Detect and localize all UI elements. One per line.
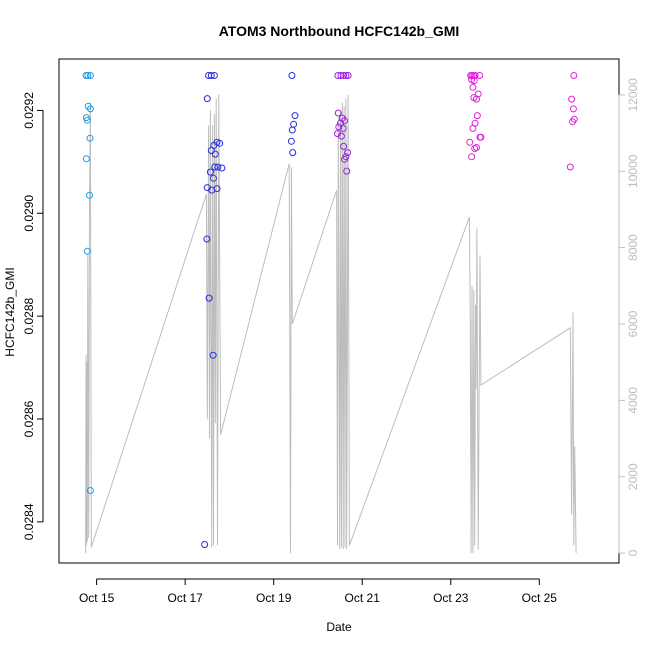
x-tick-label: Oct 17 (167, 591, 203, 605)
data-point (86, 487, 94, 494)
data-point (337, 72, 345, 79)
data-point (84, 72, 92, 79)
data-points (82, 72, 578, 548)
chart-title: ATOM3 Northbound HCFC142b_GMI (219, 23, 460, 39)
y2-tick-label: 0 (626, 549, 640, 556)
data-point (471, 72, 479, 79)
data-point (203, 95, 211, 103)
data-point (470, 94, 478, 102)
data-point (476, 72, 484, 79)
data-point (344, 149, 352, 157)
data-point (218, 164, 226, 172)
data-point (209, 351, 217, 359)
y-tick-label: 0.0292 (22, 92, 36, 129)
data-point (86, 105, 94, 113)
data-point (470, 77, 478, 85)
data-point (566, 163, 574, 171)
y2-tick-label: 4000 (626, 387, 640, 414)
data-point (477, 133, 485, 141)
data-point (83, 247, 91, 255)
data-point (469, 83, 477, 91)
x-tick-label: Oct 21 (345, 591, 381, 605)
x-tick-label: Oct 15 (79, 591, 115, 605)
y2-tick-label: 6000 (626, 310, 640, 337)
data-point (86, 134, 94, 142)
data-point (337, 132, 345, 140)
data-point (466, 138, 474, 146)
data-point (343, 167, 351, 175)
y2-tick-label: 2000 (626, 463, 640, 490)
data-point (86, 72, 94, 79)
data-point (340, 72, 348, 79)
data-point (211, 163, 219, 171)
data-point (340, 142, 348, 150)
data-point (287, 137, 295, 145)
data-point (289, 149, 297, 157)
y2-tick-label: 12000 (626, 78, 640, 112)
data-point (290, 120, 298, 128)
data-point (471, 145, 479, 152)
x-axis-label: Date (326, 620, 352, 634)
y-axis-right: 0 2000 4000 6000 8000 10000 12000 (618, 78, 640, 556)
data-point (291, 112, 299, 120)
data-point (288, 72, 296, 79)
data-point (468, 153, 476, 161)
y-tick-label: 0.0286 (22, 400, 36, 437)
data-point (206, 168, 214, 176)
y-axis-label: HCFC142b_GMI (3, 267, 17, 356)
data-point (334, 109, 342, 117)
data-point (569, 105, 577, 113)
data-point (210, 72, 218, 79)
data-point (568, 95, 576, 103)
data-point (570, 72, 578, 79)
data-point (335, 123, 343, 131)
y2-tick-label: 8000 (626, 234, 640, 261)
altitude-track (85, 94, 577, 554)
y-axis: 0.0284 0.0286 0.0288 0.0290 0.0292 (22, 92, 44, 540)
y2-tick-label: 10000 (626, 154, 640, 188)
data-point (210, 174, 217, 182)
y-tick-label: 0.0288 (22, 297, 36, 334)
data-point (469, 124, 477, 132)
data-point (207, 72, 215, 79)
x-tick-label: Oct 25 (522, 591, 558, 605)
data-point (214, 163, 222, 171)
data-point (473, 112, 481, 120)
data-point (569, 118, 576, 126)
data-point (339, 124, 347, 132)
data-point (344, 72, 352, 79)
x-tick-label: Oct 23 (433, 591, 469, 605)
data-point (201, 541, 209, 548)
data-point (208, 186, 216, 194)
data-point (203, 235, 211, 243)
x-tick-label: Oct 19 (256, 591, 292, 605)
y-tick-label: 0.0284 (22, 503, 36, 540)
data-point (82, 155, 90, 163)
altitude-line (85, 94, 577, 554)
x-axis: Oct 15 Oct 17 Oct 19 Oct 21 Oct 23 Oct 25 (79, 578, 558, 605)
data-point (216, 139, 224, 147)
data-point (211, 150, 219, 158)
data-point (288, 126, 296, 134)
data-point (205, 294, 213, 302)
y-tick-label: 0.0290 (22, 195, 36, 232)
data-point (83, 116, 91, 124)
data-point (342, 72, 350, 79)
data-point (207, 147, 215, 154)
data-point (341, 155, 348, 163)
data-point (86, 191, 93, 199)
